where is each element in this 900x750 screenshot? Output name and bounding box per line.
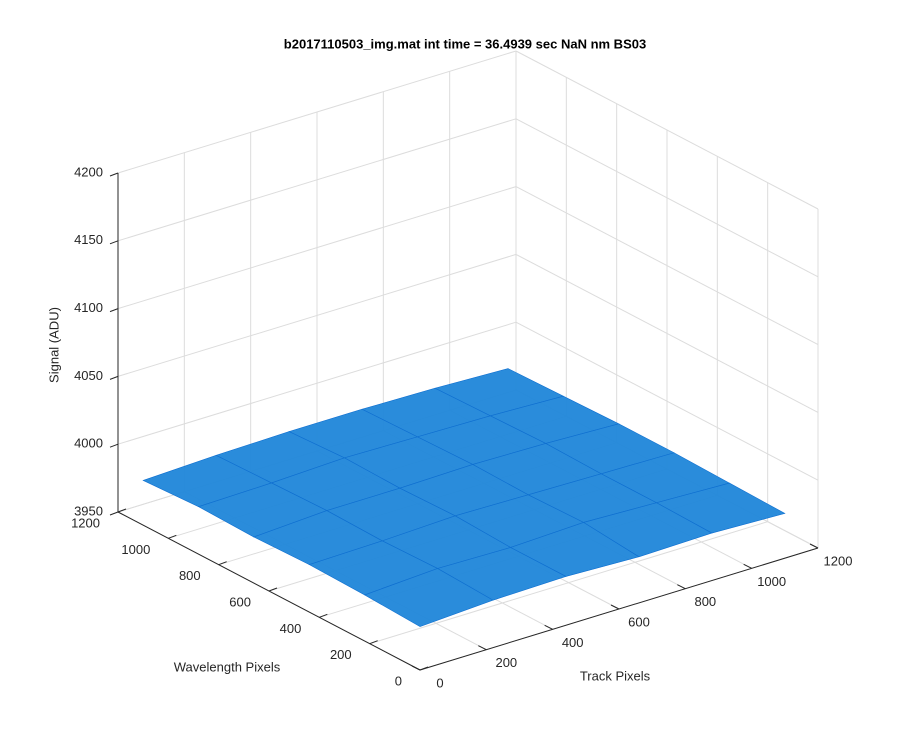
z-tick-label: 4100	[74, 300, 103, 315]
z-axis-label: Signal (ADU)	[46, 307, 61, 383]
y-tick-label: 1000	[121, 542, 150, 557]
z-tick	[109, 308, 119, 313]
y-tick	[168, 534, 177, 539]
y-tick-label: 200	[330, 647, 352, 662]
y-tick	[268, 587, 278, 592]
surface-cell	[363, 568, 494, 627]
x-axis-label: Track Pixels	[580, 668, 651, 683]
z-tick-label: 4150	[74, 232, 103, 247]
x-tick	[809, 543, 819, 549]
y-tick	[369, 640, 378, 645]
x-tick	[544, 624, 553, 630]
x-tick-label: 200	[495, 655, 517, 670]
z-tick	[109, 443, 119, 448]
x-tick	[610, 604, 620, 610]
z-tick	[109, 375, 119, 380]
z-tick	[109, 511, 119, 516]
x-tick	[411, 665, 421, 671]
y-tick-label: 0	[395, 673, 402, 688]
z-tick-label: 4050	[74, 368, 103, 383]
y-tick-label: 1200	[71, 515, 100, 530]
z-tick	[109, 172, 119, 177]
y-tick-label: 600	[229, 594, 251, 609]
y-tick	[117, 508, 127, 513]
y-axis-label: Wavelength Pixels	[174, 659, 281, 674]
x-tick	[677, 584, 686, 590]
y-tick-label: 400	[280, 621, 302, 636]
z-tick	[109, 240, 119, 245]
z-tick-label: 4000	[74, 436, 103, 451]
x-tick-label: 400	[562, 635, 584, 650]
z-tick-label: 4200	[74, 164, 103, 179]
x-tick-label: 600	[628, 614, 650, 629]
x-tick-label: 1200	[824, 553, 853, 568]
y-tick	[319, 613, 328, 618]
y-tick	[218, 561, 227, 566]
grid-line	[369, 521, 768, 645]
x-tick-label: 800	[694, 594, 716, 609]
x-tick-label: 1000	[757, 574, 786, 589]
y-tick-label: 800	[179, 568, 201, 583]
x-tick	[478, 645, 487, 651]
y-tick	[419, 666, 429, 671]
chart-title: b2017110503_img.mat int time = 36.4939 s…	[284, 36, 646, 51]
x-tick	[743, 563, 752, 569]
z-tick-label: 3950	[74, 503, 103, 518]
x-tick-label: 0	[436, 675, 443, 690]
